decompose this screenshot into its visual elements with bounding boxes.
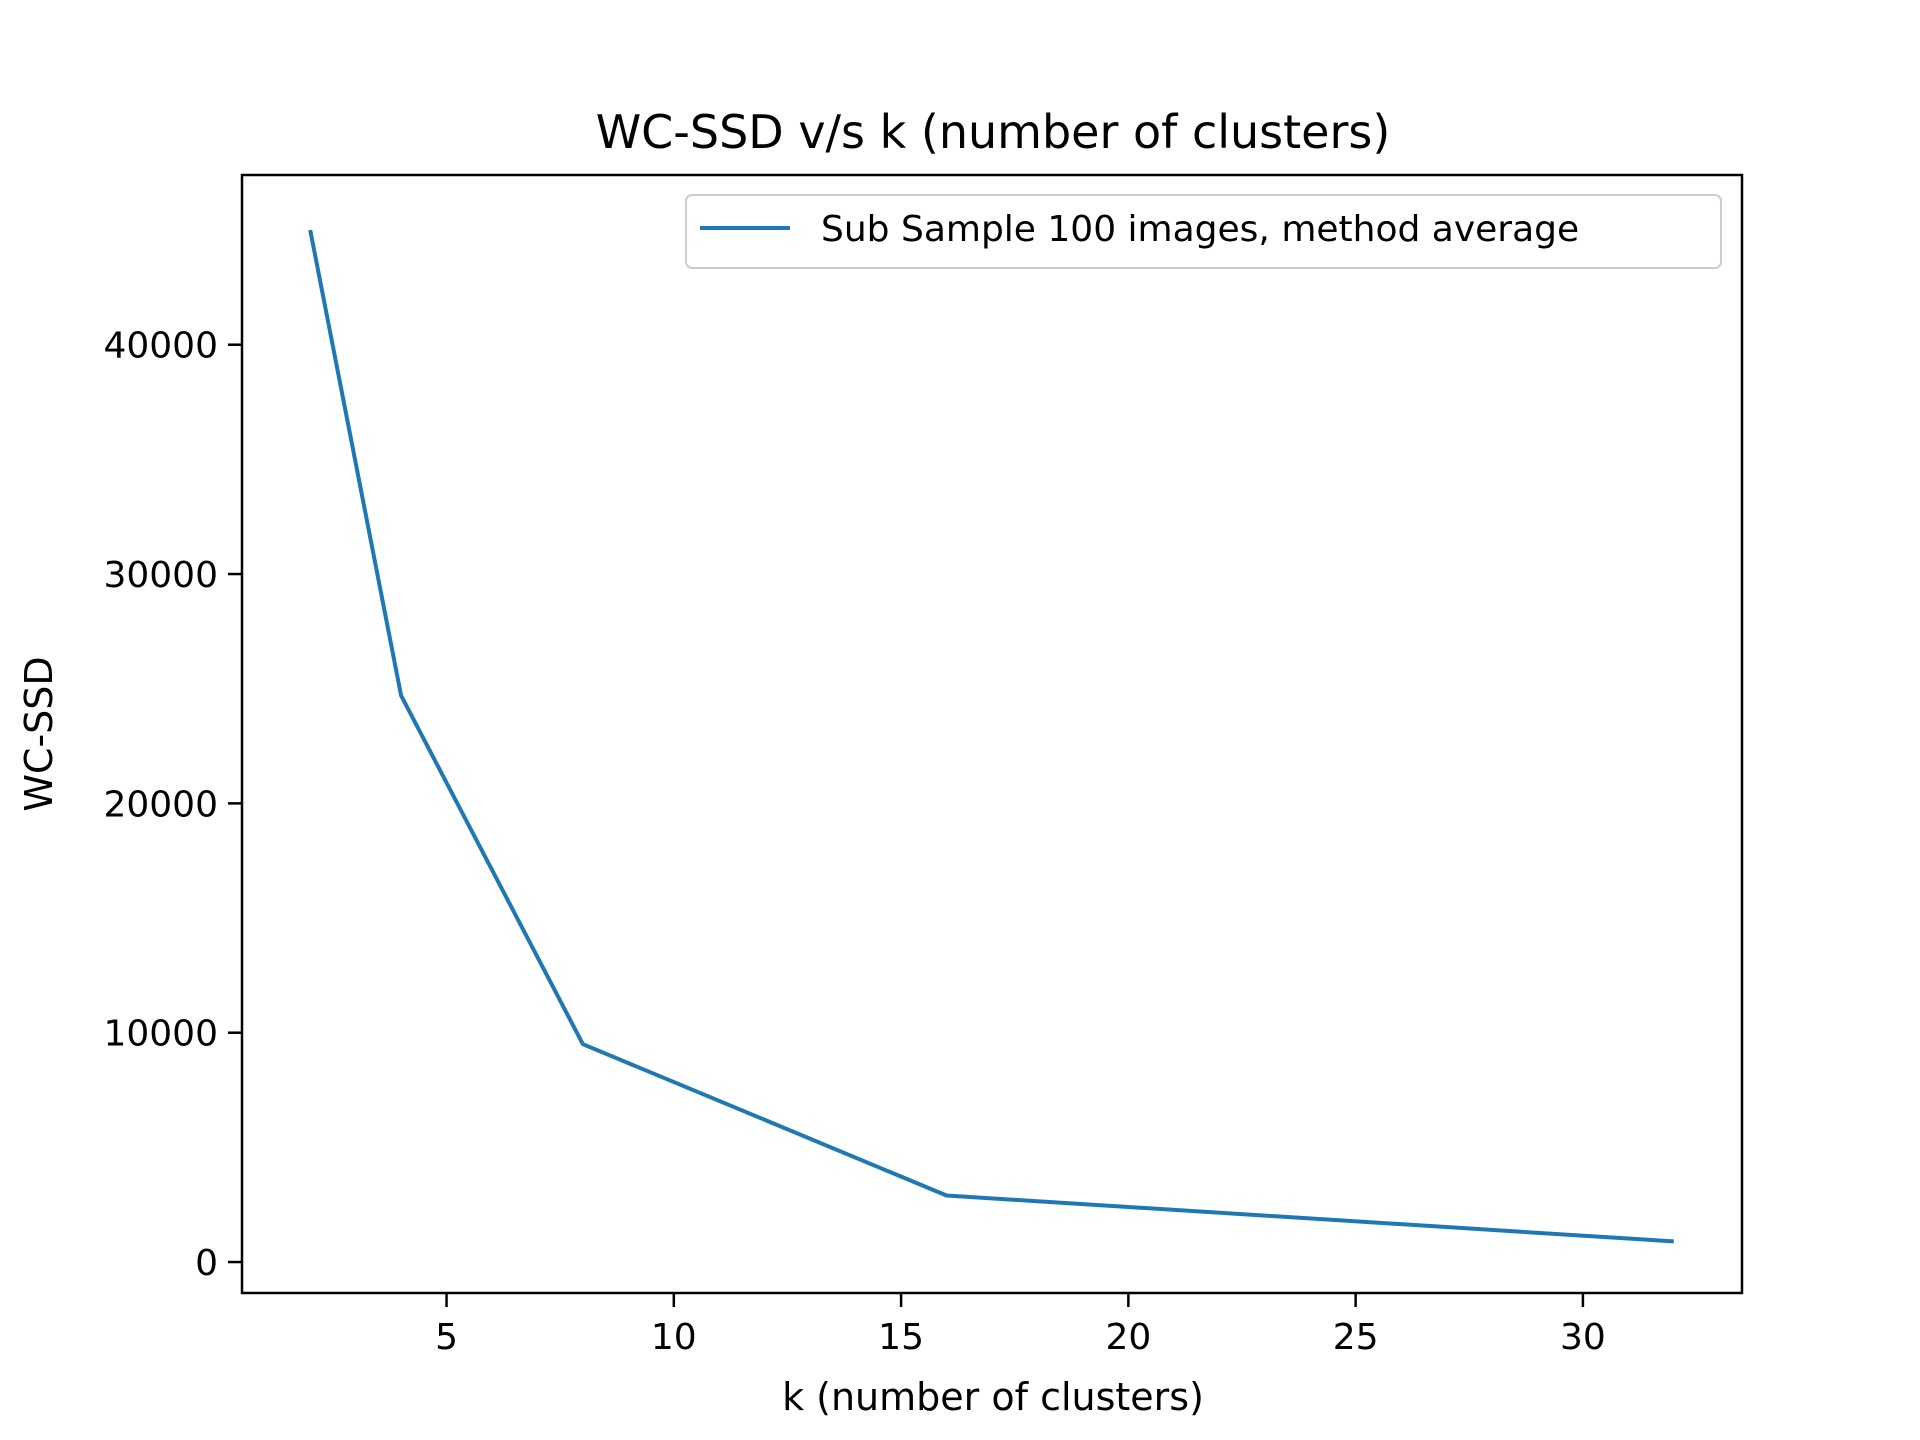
legend-box	[685, 194, 1722, 269]
y-tick-label: 10000	[103, 1014, 218, 1055]
plot-area	[308, 229, 1674, 1244]
x-axis: 5 10 15 20 25 30	[435, 1293, 1606, 1358]
x-tick-label: 20	[1105, 1317, 1151, 1358]
y-axis: 0 10000 20000 30000 40000	[103, 326, 242, 1284]
y-axis-label: WC-SSD	[17, 656, 61, 811]
x-tick-label: 30	[1560, 1317, 1606, 1358]
y-tick-label: 30000	[103, 555, 218, 596]
legend: Sub Sample 100 images, method average	[685, 194, 1722, 269]
y-tick-label: 40000	[103, 326, 218, 367]
y-tick-label: 20000	[103, 784, 218, 825]
x-tick-label: 5	[435, 1317, 458, 1358]
series-line-0	[308, 229, 1674, 1244]
plot-frame	[240, 173, 1744, 1295]
chart-title: WC-SSD v/s k (number of clusters)	[596, 105, 1391, 159]
x-axis-label: k (number of clusters)	[782, 1375, 1204, 1419]
x-tick-label: 10	[651, 1317, 697, 1358]
legend-label: Sub Sample 100 images, method average	[821, 209, 1579, 250]
x-tick-label: 15	[878, 1317, 924, 1358]
x-tick-label: 25	[1333, 1317, 1379, 1358]
y-tick-label: 0	[195, 1243, 218, 1284]
